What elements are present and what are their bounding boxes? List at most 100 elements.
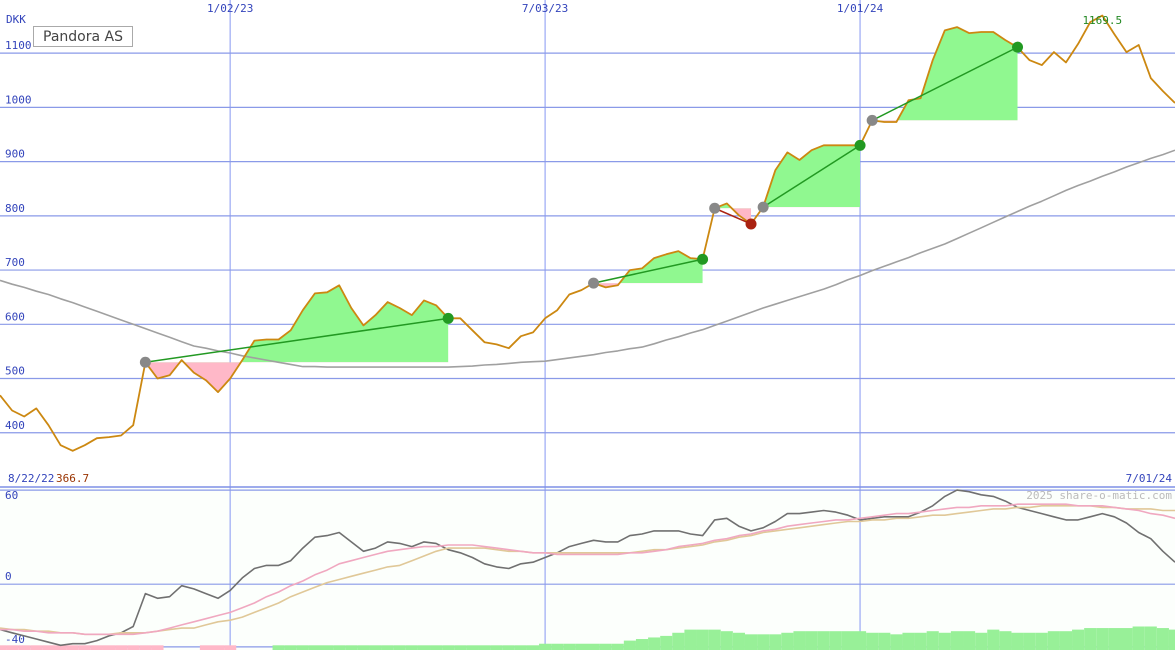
- histogram-bar: [551, 643, 564, 650]
- histogram-bar: [151, 645, 164, 650]
- histogram-bar: [672, 632, 685, 650]
- histogram-bar: [454, 645, 467, 650]
- histogram-bar: [417, 645, 431, 650]
- histogram-bar: [635, 639, 649, 650]
- y-tick-label: 60: [5, 489, 18, 502]
- histogram-bar: [744, 634, 758, 650]
- histogram-bar: [987, 629, 1000, 650]
- histogram-bar: [975, 632, 988, 650]
- histogram-bar: [696, 629, 709, 650]
- histogram-bar: [563, 643, 576, 650]
- price-line: [0, 14, 1175, 452]
- histogram-bar: [357, 645, 370, 650]
- histogram-bar: [890, 634, 903, 650]
- y-tick-label: 1100: [5, 39, 32, 52]
- histogram-bar: [587, 643, 600, 650]
- histogram-bar: [1108, 628, 1121, 650]
- histogram-bar: [54, 645, 67, 650]
- y-tick-label: 400: [5, 419, 25, 432]
- histogram-bar: [514, 645, 527, 650]
- loss-area: [714, 208, 752, 224]
- histogram-bar: [1047, 631, 1060, 650]
- histogram-bar: [502, 645, 515, 650]
- loss-area: [145, 362, 449, 393]
- histogram-bar: [1168, 629, 1175, 650]
- y-tick-label: 0: [5, 570, 12, 583]
- gain-area: [593, 251, 703, 284]
- histogram-bar: [1156, 628, 1169, 650]
- histogram-bar: [90, 645, 103, 650]
- histogram-bar: [938, 632, 951, 650]
- trade-line: [714, 207, 752, 225]
- y-tick-label: -40: [5, 633, 25, 646]
- x-tick-label: 1/01/24: [837, 2, 884, 15]
- histogram-bar: [757, 634, 770, 650]
- histogram-bar: [1132, 626, 1145, 650]
- trade-entry: [866, 114, 878, 126]
- histogram-bar: [139, 645, 152, 650]
- title-box: [33, 26, 133, 47]
- histogram-bar: [1084, 628, 1097, 650]
- indicator-line: [0, 489, 1175, 647]
- histogram-bar: [732, 632, 745, 650]
- histogram-bar: [841, 631, 854, 650]
- histogram-bar: [211, 645, 225, 650]
- histogram-bar: [405, 645, 418, 650]
- x-end-label: 7/01/24: [1126, 472, 1173, 485]
- histogram-bar: [623, 640, 636, 650]
- y-axis-unit: DKK: [6, 13, 26, 26]
- histogram-bar: [30, 645, 43, 650]
- histogram-bar: [1096, 628, 1109, 650]
- gain-area: [714, 203, 752, 209]
- trade-line: [145, 317, 449, 364]
- histogram-bar: [127, 645, 140, 650]
- histogram-bar: [926, 631, 939, 650]
- histogram-bar: [296, 645, 309, 650]
- histogram-bar: [648, 637, 661, 650]
- histogram-bar: [115, 645, 128, 650]
- chart-title: Pandora AS: [43, 29, 123, 45]
- y-tick-label: 800: [5, 202, 25, 215]
- histogram-bar: [224, 645, 237, 650]
- lower-panel: [0, 487, 1175, 650]
- y-tick-label: 600: [5, 310, 25, 323]
- histogram-bar: [902, 632, 915, 650]
- trade-exit: [1012, 41, 1024, 53]
- histogram-bar: [963, 631, 976, 650]
- histogram-bar: [1120, 628, 1133, 650]
- histogram-bar: [272, 645, 285, 650]
- histogram-bar: [684, 629, 697, 650]
- histogram-bar: [18, 645, 31, 650]
- indicator-line: [0, 503, 1175, 636]
- histogram-bar: [1059, 631, 1073, 650]
- histogram-bar: [478, 645, 491, 650]
- histogram-bar: [78, 645, 91, 650]
- histogram-bar: [1035, 632, 1048, 650]
- y-tick-label: 900: [5, 148, 25, 161]
- histogram-bar: [611, 643, 624, 650]
- x-tick-label: 7/03/23: [522, 2, 568, 15]
- histogram-bar: [381, 645, 394, 650]
- histogram-bar: [321, 645, 334, 650]
- histogram-bar: [539, 643, 552, 650]
- histogram-bar: [708, 629, 721, 650]
- histogram-bar: [308, 645, 322, 650]
- trade-exit: [745, 218, 757, 230]
- histogram-bar: [526, 645, 540, 650]
- trade-line: [762, 144, 861, 208]
- trade-line: [871, 46, 1018, 122]
- x-tick-label: 1/02/23: [207, 2, 253, 15]
- histogram-bar: [345, 645, 358, 650]
- histogram-bar: [805, 631, 818, 650]
- trade-line: [593, 258, 703, 284]
- histogram-bar: [817, 631, 830, 650]
- trade-entry: [757, 201, 769, 213]
- histogram-bar: [866, 632, 879, 650]
- trade-entry: [588, 277, 600, 289]
- histogram-bar: [950, 631, 964, 650]
- histogram-bar: [999, 631, 1012, 650]
- histogram-bar: [1011, 632, 1024, 650]
- histogram-bar: [42, 645, 55, 650]
- histogram-bar: [199, 645, 212, 650]
